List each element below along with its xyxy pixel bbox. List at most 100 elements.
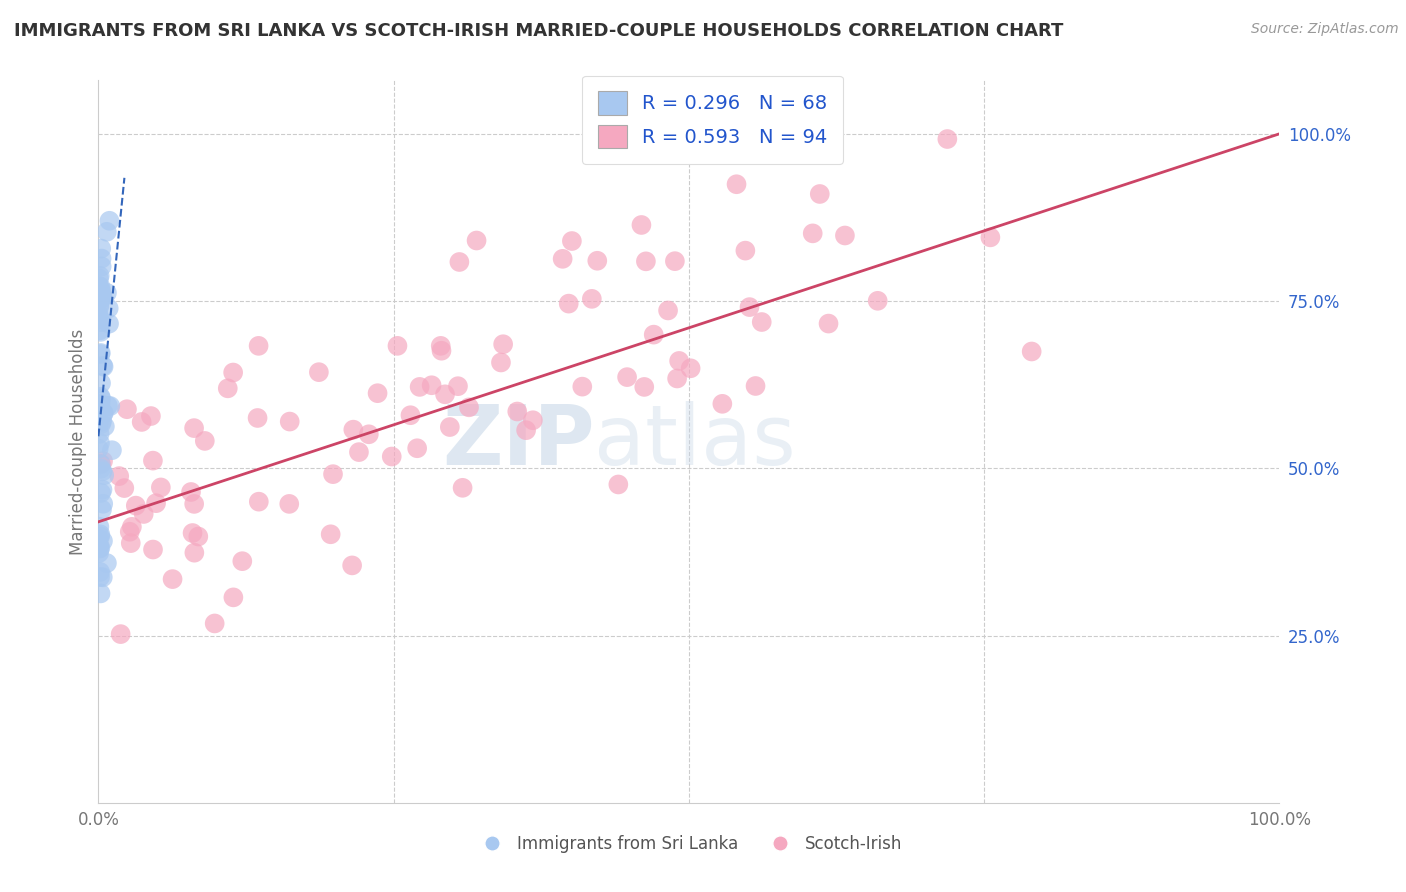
Point bbox=[139, 409, 162, 423]
Point bbox=[90, 285, 112, 299]
Point bbox=[679, 361, 702, 376]
Point bbox=[90, 252, 112, 266]
Point bbox=[399, 409, 422, 423]
Point bbox=[93, 468, 115, 483]
Point bbox=[616, 370, 638, 384]
Point bbox=[89, 298, 111, 312]
Point bbox=[449, 255, 471, 269]
Point bbox=[342, 423, 364, 437]
Point bbox=[91, 406, 114, 420]
Point bbox=[115, 402, 138, 417]
Point bbox=[112, 481, 135, 495]
Point bbox=[87, 307, 110, 321]
Point bbox=[89, 520, 111, 534]
Point bbox=[571, 379, 593, 393]
Point bbox=[367, 386, 389, 401]
Point bbox=[808, 186, 831, 201]
Point bbox=[630, 218, 652, 232]
Point bbox=[668, 354, 690, 368]
Point bbox=[89, 323, 111, 337]
Point bbox=[817, 317, 839, 331]
Point bbox=[387, 339, 409, 353]
Point bbox=[89, 300, 111, 314]
Point bbox=[340, 558, 363, 573]
Point bbox=[90, 461, 112, 475]
Point bbox=[110, 627, 132, 641]
Point bbox=[89, 541, 111, 556]
Point bbox=[439, 420, 461, 434]
Point bbox=[979, 230, 1001, 244]
Point bbox=[89, 527, 111, 541]
Point bbox=[866, 293, 889, 308]
Point bbox=[586, 253, 609, 268]
Point bbox=[96, 556, 118, 570]
Point bbox=[108, 469, 131, 483]
Point bbox=[121, 520, 143, 534]
Point bbox=[936, 132, 959, 146]
Point bbox=[357, 427, 380, 442]
Point bbox=[465, 234, 488, 248]
Point bbox=[561, 234, 583, 248]
Point bbox=[90, 586, 112, 600]
Point bbox=[551, 252, 574, 266]
Point bbox=[142, 542, 165, 557]
Point bbox=[145, 496, 167, 510]
Point bbox=[89, 436, 111, 450]
Point bbox=[834, 228, 856, 243]
Point bbox=[557, 296, 579, 310]
Point bbox=[89, 529, 111, 543]
Point bbox=[633, 380, 655, 394]
Point bbox=[93, 359, 115, 374]
Point bbox=[90, 376, 112, 391]
Point bbox=[522, 413, 544, 427]
Point bbox=[101, 443, 124, 458]
Point bbox=[406, 442, 429, 456]
Point bbox=[90, 390, 112, 404]
Point bbox=[87, 416, 110, 430]
Point bbox=[90, 325, 112, 339]
Point bbox=[91, 483, 114, 497]
Point bbox=[247, 494, 270, 508]
Point bbox=[183, 421, 205, 435]
Point bbox=[87, 309, 110, 323]
Point bbox=[90, 417, 112, 431]
Point bbox=[515, 423, 537, 437]
Point bbox=[90, 397, 112, 411]
Point bbox=[581, 292, 603, 306]
Point bbox=[98, 214, 121, 228]
Point bbox=[725, 178, 748, 192]
Point bbox=[131, 415, 153, 429]
Point bbox=[319, 527, 342, 541]
Point bbox=[458, 401, 481, 415]
Point bbox=[1021, 344, 1043, 359]
Point bbox=[246, 411, 269, 425]
Point bbox=[91, 291, 114, 305]
Point bbox=[657, 303, 679, 318]
Point bbox=[506, 404, 529, 418]
Point bbox=[222, 366, 245, 380]
Point bbox=[90, 260, 112, 274]
Point bbox=[91, 290, 114, 304]
Point bbox=[430, 343, 453, 358]
Text: IMMIGRANTS FROM SRI LANKA VS SCOTCH-IRISH MARRIED-COUPLE HOUSEHOLDS CORRELATION : IMMIGRANTS FROM SRI LANKA VS SCOTCH-IRIS… bbox=[14, 22, 1063, 40]
Point bbox=[447, 379, 470, 393]
Point bbox=[751, 315, 773, 329]
Point bbox=[89, 347, 111, 361]
Legend: Immigrants from Sri Lanka, Scotch-Irish: Immigrants from Sri Lanka, Scotch-Irish bbox=[468, 828, 910, 860]
Point bbox=[162, 572, 184, 586]
Point bbox=[89, 541, 111, 555]
Point bbox=[217, 381, 239, 395]
Point bbox=[90, 457, 112, 471]
Point bbox=[120, 536, 142, 550]
Point bbox=[643, 327, 665, 342]
Point bbox=[91, 414, 114, 428]
Point bbox=[142, 453, 165, 467]
Point bbox=[89, 285, 111, 299]
Point bbox=[91, 502, 114, 516]
Point bbox=[132, 507, 155, 521]
Point bbox=[96, 285, 118, 300]
Point bbox=[89, 426, 111, 441]
Point bbox=[87, 282, 110, 296]
Point bbox=[98, 399, 121, 413]
Point bbox=[87, 278, 110, 293]
